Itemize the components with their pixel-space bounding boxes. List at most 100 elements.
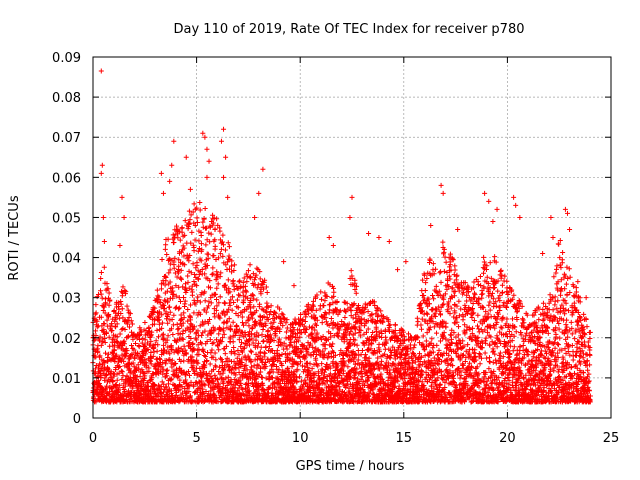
data-point (217, 274, 223, 280)
data-point (141, 348, 147, 354)
data-point (164, 288, 170, 294)
data-point (203, 309, 209, 315)
data-point (225, 240, 231, 246)
data-point (250, 292, 256, 298)
data-point (173, 360, 179, 366)
data-point (197, 311, 203, 317)
data-point (216, 369, 222, 375)
data-point (228, 379, 234, 385)
data-point (96, 380, 102, 386)
data-point (159, 393, 165, 399)
data-point (176, 263, 182, 269)
data-point (156, 309, 162, 315)
data-point (98, 372, 104, 378)
data-point (227, 336, 233, 342)
data-point (424, 311, 430, 317)
data-point (295, 338, 301, 344)
data-point (219, 339, 225, 345)
data-point (164, 373, 170, 379)
data-point (206, 230, 212, 236)
data-point (259, 393, 265, 399)
data-point (91, 395, 97, 401)
data-point (257, 269, 263, 275)
data-point (165, 344, 171, 350)
data-point (224, 309, 230, 315)
data-point (198, 258, 204, 264)
data-point (208, 388, 214, 394)
data-point (188, 240, 194, 246)
data-point (109, 328, 115, 334)
data-point (225, 277, 231, 283)
data-point (284, 325, 290, 331)
data-point (188, 270, 194, 276)
data-point (151, 345, 157, 351)
data-point (392, 322, 398, 328)
data-point (214, 285, 220, 291)
data-point (194, 262, 200, 268)
data-point (126, 315, 132, 321)
data-point (256, 340, 262, 346)
data-point (114, 377, 120, 383)
data-point (175, 326, 181, 332)
data-point (265, 328, 271, 334)
data-point (167, 279, 173, 285)
data-point (113, 316, 119, 322)
data-point (163, 384, 169, 390)
data-point (202, 205, 208, 211)
data-point (297, 354, 303, 360)
data-point (228, 297, 234, 303)
data-point (298, 312, 304, 318)
data-point (322, 342, 328, 348)
data-point (122, 354, 128, 360)
data-point (297, 334, 303, 340)
data-point (213, 256, 219, 262)
data-point (204, 263, 210, 269)
data-point (223, 358, 229, 364)
data-point (191, 278, 197, 284)
data-point (169, 347, 175, 353)
data-point (150, 311, 156, 317)
data-point (206, 371, 212, 377)
data-point (192, 369, 198, 375)
data-point (174, 337, 180, 343)
data-point (195, 294, 201, 300)
data-point (230, 385, 236, 391)
data-point (280, 312, 286, 318)
data-point (211, 253, 217, 259)
data-point (173, 283, 179, 289)
data-point (189, 289, 195, 295)
data-point (257, 276, 263, 282)
data-point (171, 312, 177, 318)
data-point (154, 327, 160, 333)
data-point (105, 286, 111, 292)
data-point (269, 385, 275, 391)
data-point (119, 293, 125, 299)
data-point (105, 366, 111, 372)
data-point (240, 279, 246, 285)
data-point (254, 265, 260, 271)
data-point (134, 335, 140, 341)
data-point (283, 343, 289, 349)
data-point (202, 289, 208, 295)
data-point (236, 279, 242, 285)
data-point (220, 381, 226, 387)
data-point (182, 232, 188, 238)
data-point (118, 368, 124, 374)
data-point (437, 338, 443, 344)
data-point (179, 323, 185, 329)
data-point (164, 316, 170, 322)
data-point (331, 289, 337, 295)
data-point (327, 307, 333, 313)
data-point (207, 316, 213, 322)
data-point (436, 347, 442, 353)
data-point (262, 388, 268, 394)
data-point (163, 242, 169, 248)
data-point (101, 264, 107, 270)
data-point (124, 303, 130, 309)
data-point (443, 324, 449, 330)
data-point (203, 353, 209, 359)
data-point (259, 332, 265, 338)
data-point (208, 300, 214, 306)
data-point (95, 348, 101, 354)
data-point (158, 384, 164, 390)
